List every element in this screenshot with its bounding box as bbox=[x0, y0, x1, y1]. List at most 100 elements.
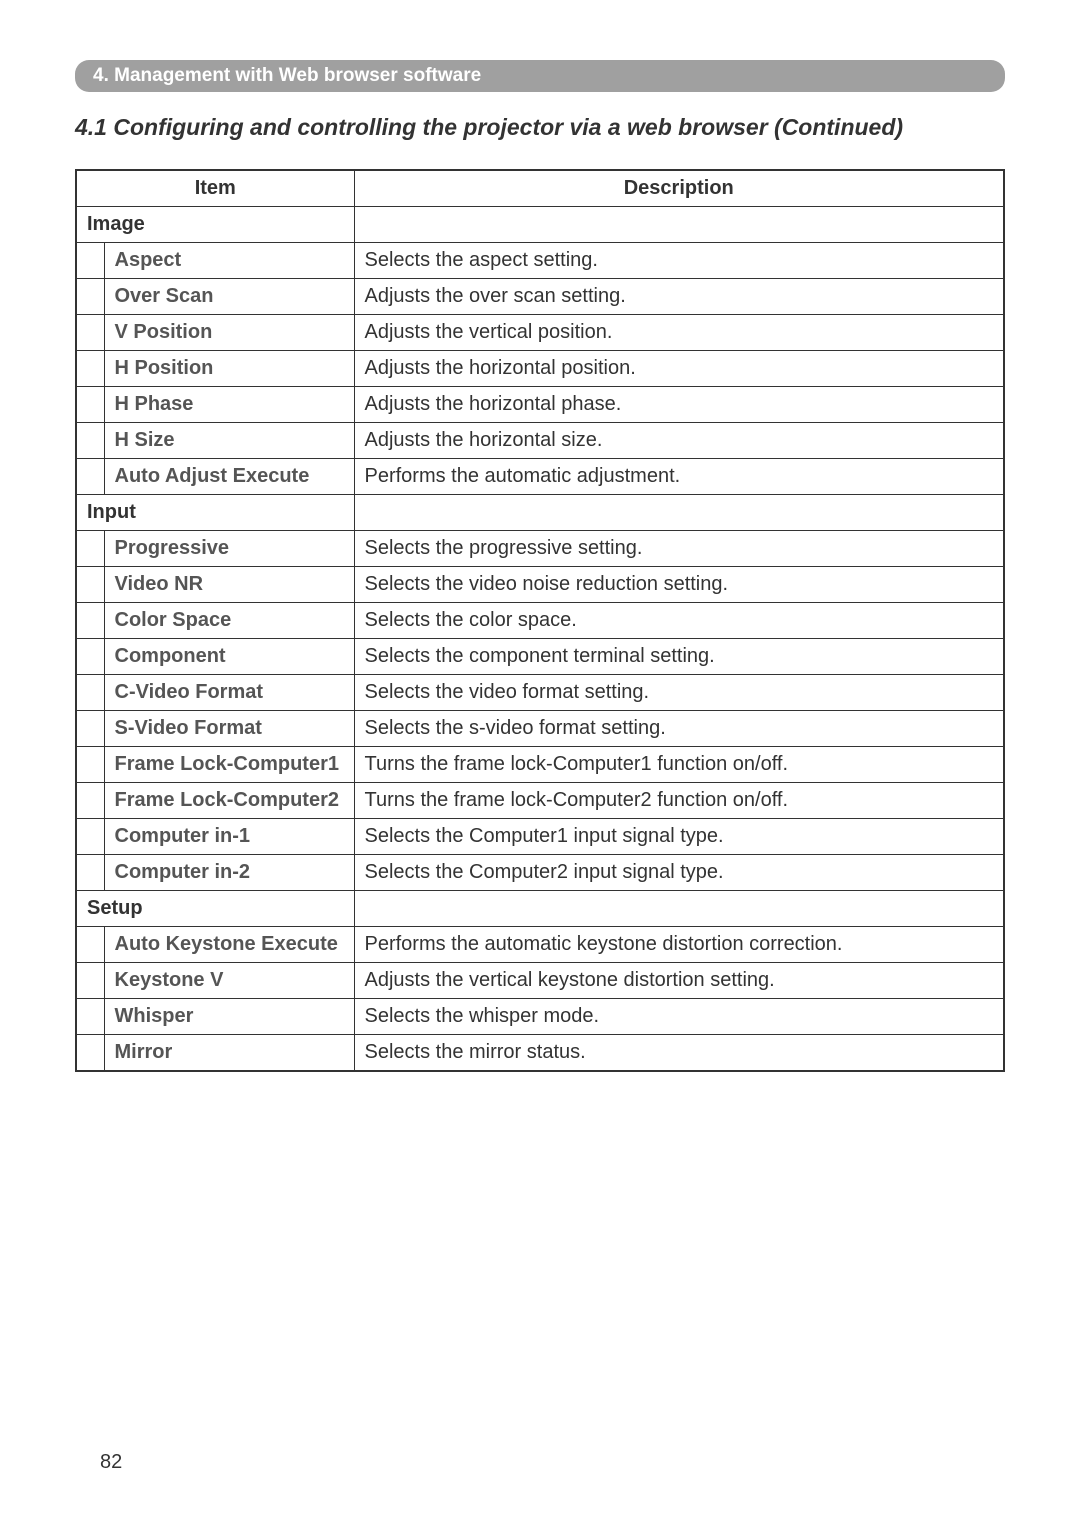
item-cell: Computer in-2 bbox=[104, 855, 354, 891]
desc-cell: Turns the frame lock-Computer1 function … bbox=[354, 747, 1004, 783]
group-label: Image bbox=[76, 207, 354, 243]
desc-cell: Selects the progressive setting. bbox=[354, 531, 1004, 567]
item-cell: Auto Keystone Execute bbox=[104, 927, 354, 963]
desc-cell: Selects the whisper mode. bbox=[354, 999, 1004, 1035]
desc-cell: Adjusts the horizontal position. bbox=[354, 351, 1004, 387]
item-cell: Mirror bbox=[104, 1035, 354, 1072]
item-cell: Frame Lock-Computer1 bbox=[104, 747, 354, 783]
indent-cell bbox=[76, 999, 104, 1035]
indent-cell bbox=[76, 963, 104, 999]
item-cell: Whisper bbox=[104, 999, 354, 1035]
table-row: Color SpaceSelects the color space. bbox=[76, 603, 1004, 639]
table-row: WhisperSelects the whisper mode. bbox=[76, 999, 1004, 1035]
indent-cell bbox=[76, 747, 104, 783]
indent-cell bbox=[76, 819, 104, 855]
desc-cell: Selects the video format setting. bbox=[354, 675, 1004, 711]
item-cell: Video NR bbox=[104, 567, 354, 603]
indent-cell bbox=[76, 567, 104, 603]
item-cell: H Phase bbox=[104, 387, 354, 423]
table-row: ProgressiveSelects the progressive setti… bbox=[76, 531, 1004, 567]
desc-cell: Selects the Computer2 input signal type. bbox=[354, 855, 1004, 891]
table-row: Keystone VAdjusts the vertical keystone … bbox=[76, 963, 1004, 999]
table-row: C-Video FormatSelects the video format s… bbox=[76, 675, 1004, 711]
indent-cell bbox=[76, 783, 104, 819]
table-row: Frame Lock-Computer1Turns the frame lock… bbox=[76, 747, 1004, 783]
chapter-banner-text: 4. Management with Web browser software bbox=[93, 65, 481, 86]
table-row: S-Video FormatSelects the s-video format… bbox=[76, 711, 1004, 747]
table-row: AspectSelects the aspect setting. bbox=[76, 243, 1004, 279]
indent-cell bbox=[76, 459, 104, 495]
item-cell: Over Scan bbox=[104, 279, 354, 315]
group-label: Input bbox=[76, 495, 354, 531]
desc-cell: Selects the aspect setting. bbox=[354, 243, 1004, 279]
item-cell: Auto Adjust Execute bbox=[104, 459, 354, 495]
desc-cell: Performs the automatic keystone distorti… bbox=[354, 927, 1004, 963]
table-row: Auto Adjust ExecutePerforms the automati… bbox=[76, 459, 1004, 495]
table-row: Auto Keystone ExecutePerforms the automa… bbox=[76, 927, 1004, 963]
indent-cell bbox=[76, 279, 104, 315]
table-row: ComponentSelects the component terminal … bbox=[76, 639, 1004, 675]
indent-cell bbox=[76, 387, 104, 423]
desc-cell: Adjusts the over scan setting. bbox=[354, 279, 1004, 315]
desc-cell: Selects the Computer1 input signal type. bbox=[354, 819, 1004, 855]
table-row: Computer in-1Selects the Computer1 input… bbox=[76, 819, 1004, 855]
group-desc-empty bbox=[354, 495, 1004, 531]
item-cell: H Size bbox=[104, 423, 354, 459]
desc-cell: Selects the component terminal setting. bbox=[354, 639, 1004, 675]
item-cell: Progressive bbox=[104, 531, 354, 567]
indent-cell bbox=[76, 855, 104, 891]
item-cell: Component bbox=[104, 639, 354, 675]
table-row: V PositionAdjusts the vertical position. bbox=[76, 315, 1004, 351]
header-desc: Description bbox=[354, 170, 1004, 207]
desc-cell: Selects the mirror status. bbox=[354, 1035, 1004, 1072]
group-desc-empty bbox=[354, 207, 1004, 243]
table-group-row: Input bbox=[76, 495, 1004, 531]
item-cell: C-Video Format bbox=[104, 675, 354, 711]
item-cell: H Position bbox=[104, 351, 354, 387]
desc-cell: Selects the color space. bbox=[354, 603, 1004, 639]
group-desc-empty bbox=[354, 891, 1004, 927]
item-cell: Aspect bbox=[104, 243, 354, 279]
table-group-row: Setup bbox=[76, 891, 1004, 927]
header-item: Item bbox=[76, 170, 354, 207]
item-cell: Keystone V bbox=[104, 963, 354, 999]
table-group-row: Image bbox=[76, 207, 1004, 243]
table-row: MirrorSelects the mirror status. bbox=[76, 1035, 1004, 1072]
indent-cell bbox=[76, 1035, 104, 1072]
indent-cell bbox=[76, 423, 104, 459]
item-cell: Color Space bbox=[104, 603, 354, 639]
section-title: 4.1 Configuring and controlling the proj… bbox=[75, 114, 1005, 141]
desc-cell: Turns the frame lock-Computer2 function … bbox=[354, 783, 1004, 819]
indent-cell bbox=[76, 603, 104, 639]
desc-cell: Adjusts the horizontal size. bbox=[354, 423, 1004, 459]
desc-cell: Adjusts the vertical keystone distortion… bbox=[354, 963, 1004, 999]
table-row: Frame Lock-Computer2Turns the frame lock… bbox=[76, 783, 1004, 819]
indent-cell bbox=[76, 531, 104, 567]
desc-cell: Performs the automatic adjustment. bbox=[354, 459, 1004, 495]
indent-cell bbox=[76, 351, 104, 387]
table-row: Video NRSelects the video noise reductio… bbox=[76, 567, 1004, 603]
table-row: H PositionAdjusts the horizontal positio… bbox=[76, 351, 1004, 387]
table-row: Computer in-2Selects the Computer2 input… bbox=[76, 855, 1004, 891]
desc-cell: Adjusts the vertical position. bbox=[354, 315, 1004, 351]
desc-cell: Adjusts the horizontal phase. bbox=[354, 387, 1004, 423]
table-header-row: Item Description bbox=[76, 170, 1004, 207]
table-row: Over ScanAdjusts the over scan setting. bbox=[76, 279, 1004, 315]
desc-cell: Selects the s-video format setting. bbox=[354, 711, 1004, 747]
item-cell: Computer in-1 bbox=[104, 819, 354, 855]
indent-cell bbox=[76, 243, 104, 279]
item-cell: Frame Lock-Computer2 bbox=[104, 783, 354, 819]
indent-cell bbox=[76, 711, 104, 747]
indent-cell bbox=[76, 675, 104, 711]
item-cell: S-Video Format bbox=[104, 711, 354, 747]
item-cell: V Position bbox=[104, 315, 354, 351]
table-row: H SizeAdjusts the horizontal size. bbox=[76, 423, 1004, 459]
page-number: 82 bbox=[100, 1451, 122, 1474]
config-table: Item Description ImageAspectSelects the … bbox=[75, 169, 1005, 1072]
desc-cell: Selects the video noise reduction settin… bbox=[354, 567, 1004, 603]
table-row: H PhaseAdjusts the horizontal phase. bbox=[76, 387, 1004, 423]
chapter-banner: 4. Management with Web browser software bbox=[75, 60, 1005, 92]
page-content: 4. Management with Web browser software … bbox=[0, 0, 1080, 1072]
group-label: Setup bbox=[76, 891, 354, 927]
indent-cell bbox=[76, 639, 104, 675]
